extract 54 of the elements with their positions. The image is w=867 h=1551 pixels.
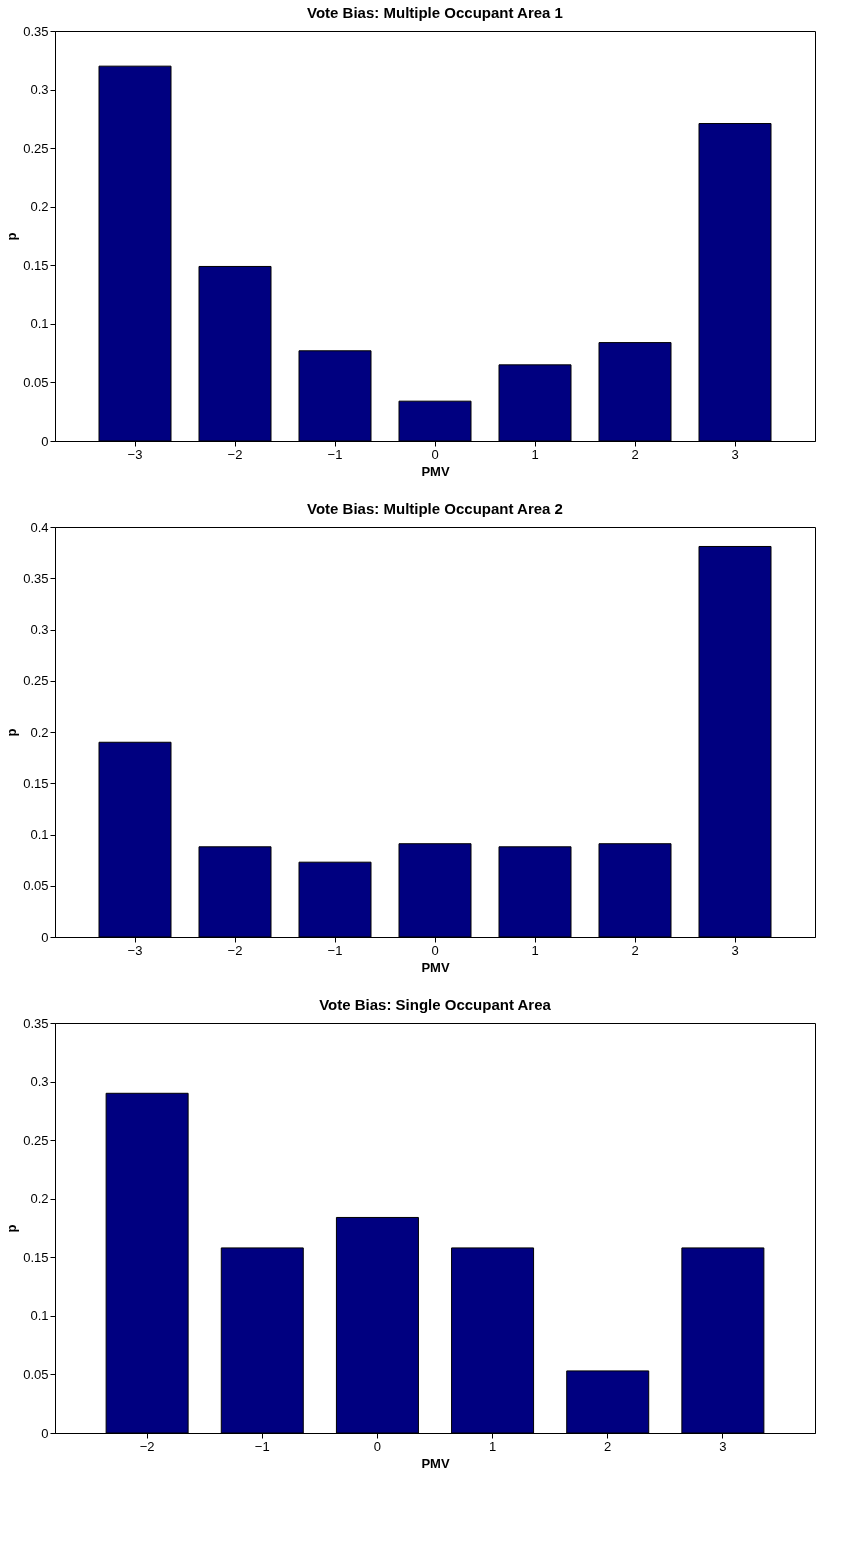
y-tick-label: 0.05 — [23, 374, 49, 390]
x-tick-label: 3 — [731, 446, 739, 462]
y-tick-label: 0.15 — [23, 1249, 49, 1265]
y-tick-label: 0.25 — [23, 1132, 49, 1148]
y-axis-title: p — [4, 728, 20, 737]
y-tick-label: 0.3 — [30, 82, 49, 98]
y-tick-label: 0.15 — [23, 775, 49, 791]
y-axis-title: p — [4, 232, 20, 241]
x-axis-title: PMV — [421, 1455, 450, 1471]
y-tick-label: 0.3 — [30, 622, 49, 637]
y-tick-label: 0.2 — [30, 724, 49, 740]
chart-title: Vote Bias: Multiple Occupant Area 1 — [307, 4, 563, 21]
y-tick-label: 0 — [41, 433, 49, 449]
x-tick-label: −2 — [227, 942, 243, 958]
x-tick-label: −1 — [254, 1438, 270, 1454]
x-tick-label: 2 — [631, 942, 639, 958]
x-tick-label: −1 — [327, 446, 343, 462]
y-tick-label: 0.35 — [23, 23, 49, 39]
x-tick-label: 1 — [531, 942, 539, 958]
y-tick-label: 0.2 — [30, 199, 49, 215]
y-tick-label: 0.4 — [30, 519, 49, 535]
x-tick-label: 1 — [488, 1438, 497, 1454]
x-tick-label: 2 — [631, 446, 639, 462]
y-tick-label: 0.2 — [30, 1191, 49, 1207]
x-tick-label: −3 — [127, 942, 143, 958]
x-tick-label: −1 — [327, 942, 343, 958]
y-axis-title: p — [4, 1224, 20, 1233]
y-tick-label: 0.35 — [23, 1015, 49, 1031]
y-tick-label: 0.35 — [23, 570, 49, 586]
x-tick-label: 0 — [431, 446, 439, 462]
x-tick-label: 0 — [431, 942, 439, 958]
x-tick-label: −3 — [127, 446, 143, 462]
x-tick-label: −2 — [227, 446, 243, 462]
y-tick-label: 0 — [41, 929, 49, 945]
y-tick-label: 0.3 — [30, 1074, 49, 1090]
y-tick-label: 0.25 — [23, 673, 49, 689]
y-tick-label: 0.25 — [23, 140, 49, 156]
chart-title: Vote Bias: Multiple Occupant Area 2 — [307, 500, 563, 517]
y-tick-label: 0.1 — [30, 316, 49, 332]
x-axis-title: PMV — [421, 463, 450, 479]
x-tick-label: 3 — [731, 942, 739, 958]
x-tick-label: −2 — [139, 1438, 155, 1454]
chart-title: Vote Bias: Single Occupant Area — [319, 996, 552, 1013]
y-tick-label: 0.1 — [30, 1308, 49, 1324]
y-tick-label: 0.05 — [23, 1366, 49, 1382]
y-tick-label: 0.1 — [30, 827, 49, 842]
x-tick-label: 1 — [531, 446, 539, 462]
y-tick-label: 0.05 — [23, 878, 49, 894]
x-tick-label: 3 — [719, 1438, 727, 1454]
y-tick-label: 0.15 — [23, 257, 49, 273]
x-tick-label: 0 — [373, 1438, 382, 1454]
x-tick-label: 2 — [604, 1438, 612, 1454]
y-tick-label: 0 — [41, 1425, 49, 1441]
x-axis-title: PMV — [421, 959, 450, 975]
